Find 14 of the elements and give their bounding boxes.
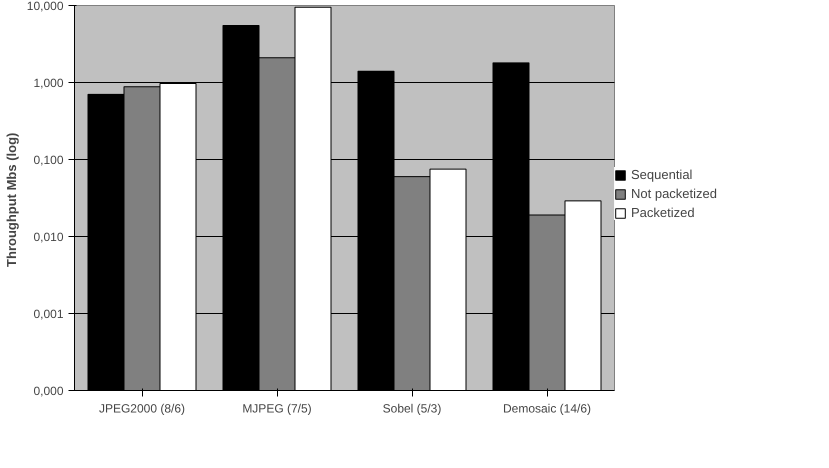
y-tick-label: 1,000 <box>33 76 64 90</box>
x-tick-label: MJPEG (7/5) <box>242 402 312 416</box>
x-tick-label: Demosaic (14/6) <box>502 402 592 416</box>
y-tick-label: 0,001 <box>33 307 64 321</box>
y-tick-label: 0,000 <box>33 384 64 398</box>
y-tick-label: 0,100 <box>33 153 64 167</box>
y-tick-label: 0,010 <box>33 230 64 244</box>
legend-label: Sequential <box>631 167 692 182</box>
legend-label: Not packetized <box>631 186 717 201</box>
y-axis-title: Throughput Mbs (log) <box>4 132 19 267</box>
x-tick-label: Sobel (5/3) <box>382 402 442 416</box>
y-tick-label: 10,000 <box>26 0 64 13</box>
legend-label: Packetized <box>631 205 695 220</box>
x-tick-label: JPEG2000 (8/6) <box>98 402 186 416</box>
